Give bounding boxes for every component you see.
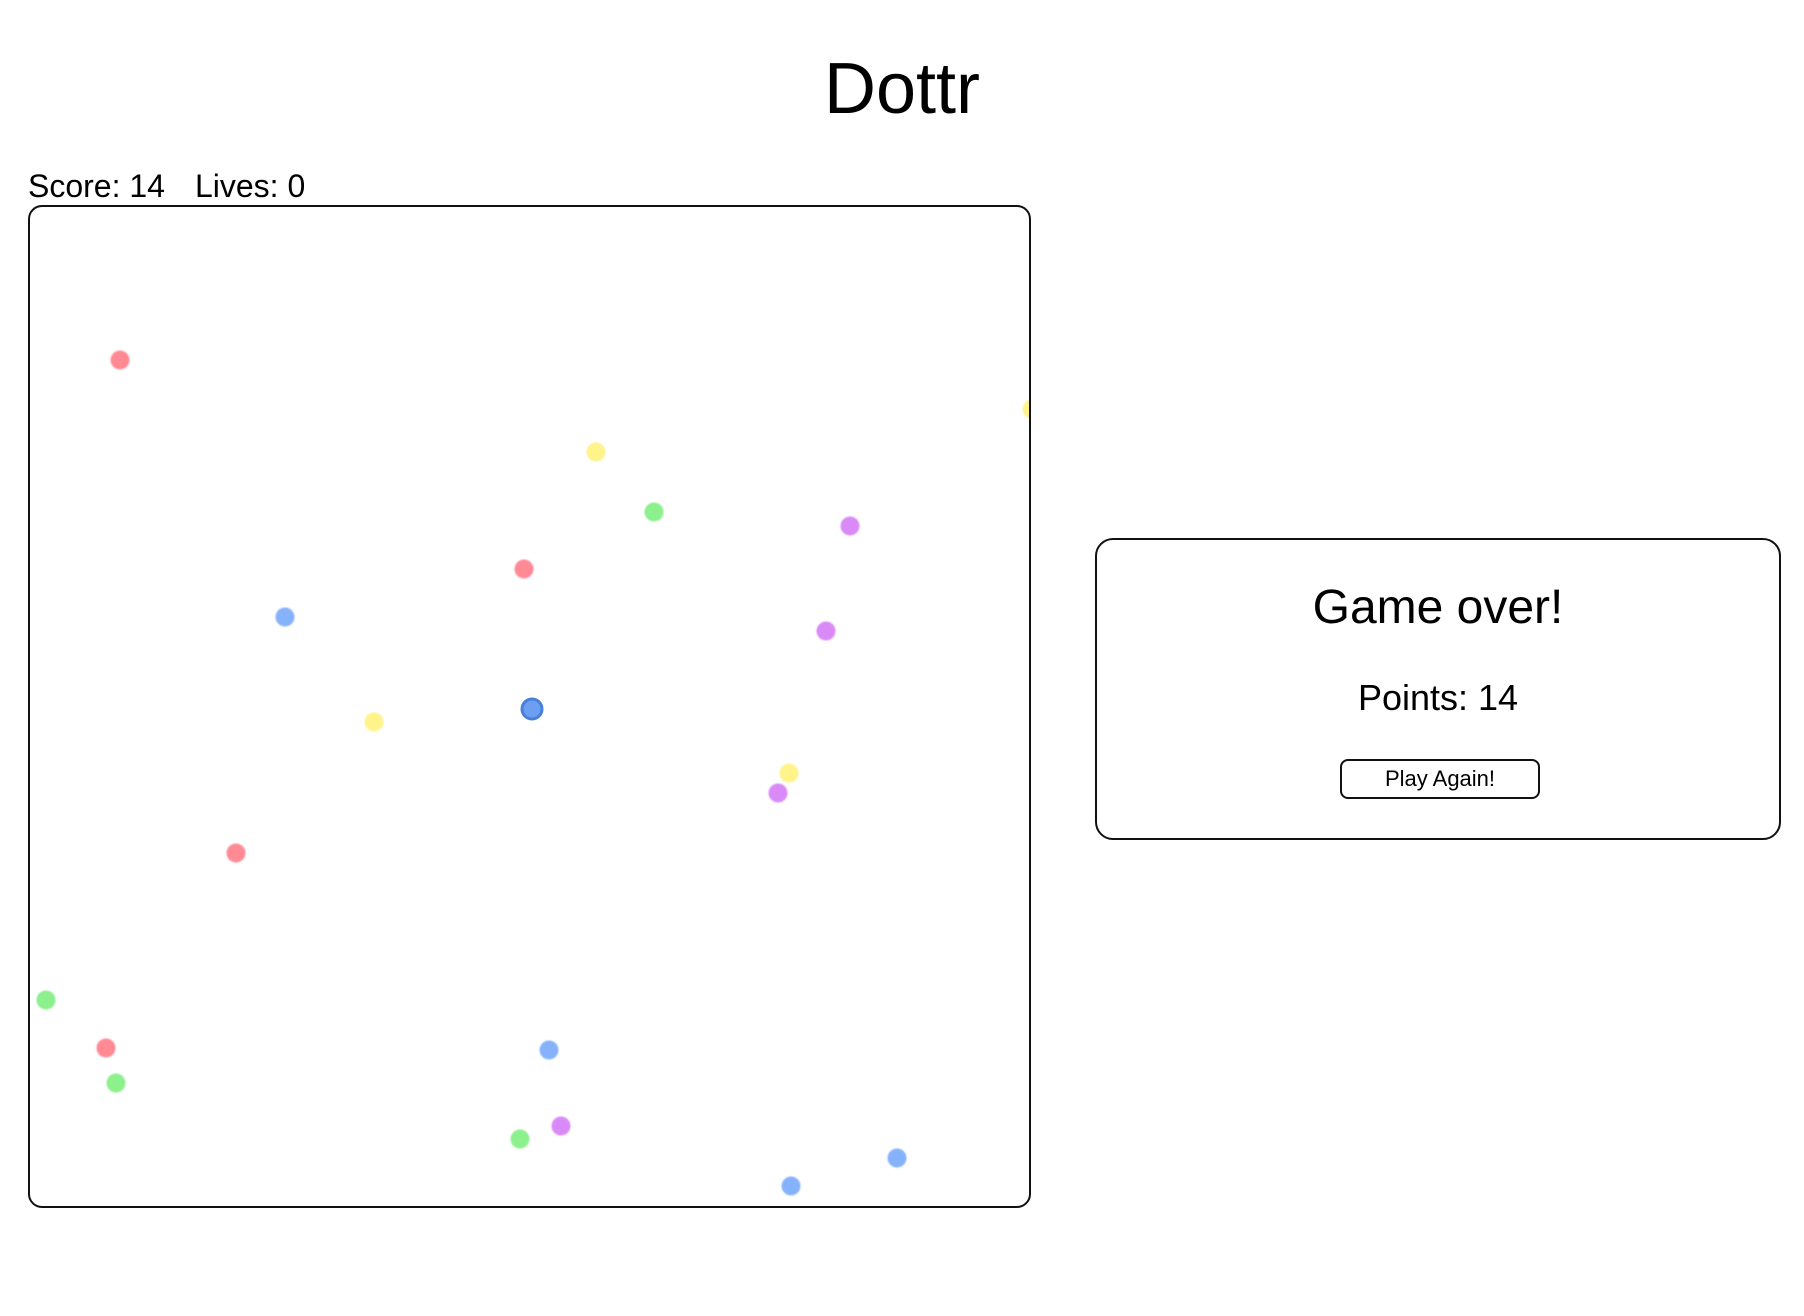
dot-red (514, 559, 534, 579)
game-over-title: Game over! (1312, 581, 1564, 634)
dot-green (36, 990, 56, 1010)
dot-green (510, 1129, 530, 1149)
lives-display: Lives: 0 (194, 168, 306, 204)
dot-green (644, 502, 664, 522)
dot-red (226, 843, 246, 863)
app-title: Dottr (823, 49, 981, 129)
dot-yellow (1022, 399, 1029, 419)
dot-blue (275, 607, 295, 627)
score-display: Score: 14 (28, 168, 165, 204)
dot-blue (539, 1040, 559, 1060)
dot-yellow (779, 763, 799, 783)
final-points: Points: 14 (1357, 677, 1519, 718)
player-dot[interactable] (520, 697, 544, 721)
dot-purple (840, 516, 860, 536)
play-again-button[interactable]: Play Again! (1340, 759, 1540, 799)
game-over-panel: Game over! Points: 14 Play Again! (1095, 538, 1781, 840)
dot-yellow (364, 712, 384, 732)
dot-purple (768, 783, 788, 803)
dot-blue (781, 1176, 801, 1196)
dot-red (96, 1038, 116, 1058)
dot-red (110, 350, 130, 370)
dot-purple (551, 1116, 571, 1136)
game-canvas[interactable] (30, 207, 1031, 1208)
hud: Score: 14 Lives: 0 (28, 166, 305, 206)
dot-yellow (586, 442, 606, 462)
dot-purple (816, 621, 836, 641)
dot-green (106, 1073, 126, 1093)
game-board[interactable] (28, 205, 1031, 1208)
dot-blue (887, 1148, 907, 1168)
